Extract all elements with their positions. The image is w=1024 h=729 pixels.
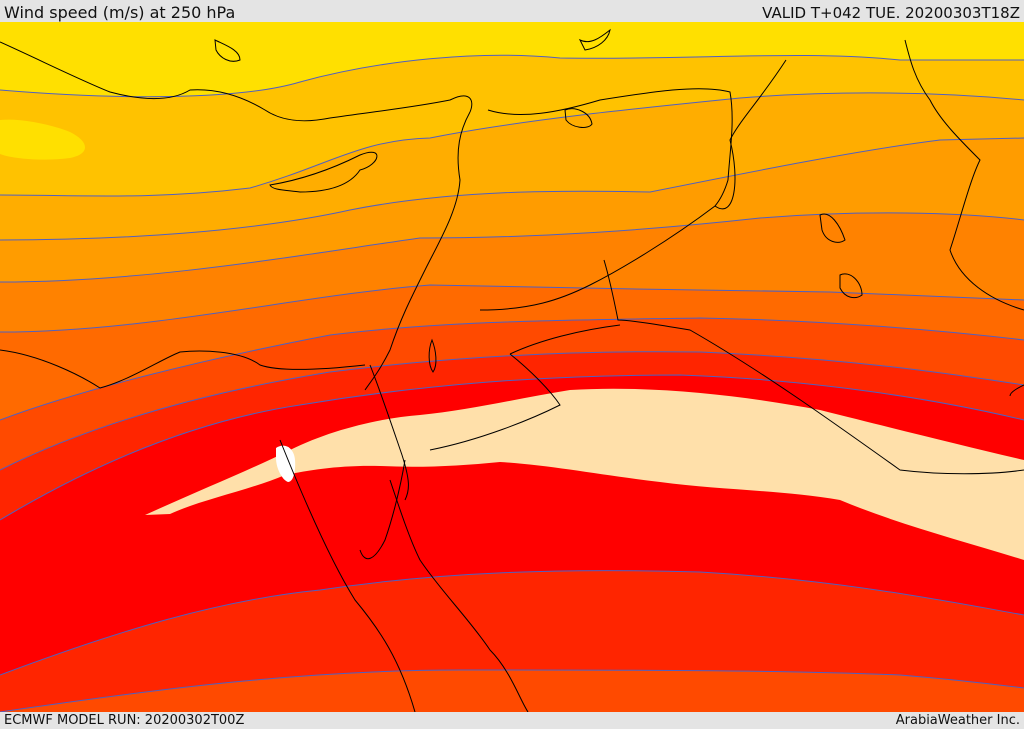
- yellow-spot-crete: [0, 119, 85, 160]
- dead-sea: [428, 338, 437, 373]
- jet-max-spot: [276, 445, 296, 482]
- lake: [819, 213, 846, 243]
- isotach-line: [0, 570, 1024, 676]
- lake: [839, 273, 863, 299]
- isotach-line: [0, 284, 1024, 333]
- jet-core: [145, 388, 1024, 560]
- cyprus: [269, 151, 378, 193]
- isotach-line: [0, 374, 1024, 521]
- wind-speed-bands: [0, 20, 1024, 712]
- provider-label: ArabiaWeather Inc.: [895, 713, 1020, 728]
- coastline-turkey: [0, 41, 473, 122]
- isotach-line: [0, 669, 1024, 712]
- island: [578, 28, 611, 51]
- gulf-of-aqaba: [359, 459, 406, 560]
- border-line: [369, 364, 409, 501]
- valid-time: VALID T+042 TUE. 20200303T18Z: [762, 4, 1020, 22]
- isotach-line: [0, 137, 1024, 241]
- coastline-levant: [364, 111, 471, 391]
- coastline-egypt: [0, 349, 366, 389]
- map-title: Wind speed (m/s) at 250 hPa: [4, 3, 236, 22]
- model-run-label: ECMWF MODEL RUN: 20200302T00Z: [4, 713, 245, 728]
- isotach-line: [0, 212, 1024, 283]
- coastlines-and-borders: [0, 28, 1024, 712]
- band-6-south: [0, 670, 1024, 712]
- coastline-east: [904, 39, 1024, 311]
- gulf-coast: [1009, 384, 1024, 397]
- isotach-line: [0, 92, 1024, 197]
- isotach-contours: [0, 54, 1024, 712]
- red-sea-coast: [389, 479, 529, 712]
- footer-bar: ECMWF MODEL RUN: 20200302T00Z ArabiaWeat…: [0, 712, 1024, 729]
- border-line: [603, 259, 1024, 475]
- border-line: [429, 324, 621, 451]
- header-bar: Wind speed (m/s) at 250 hPa VALID T+042 …: [0, 0, 1024, 22]
- isotach-line: [0, 351, 1024, 471]
- island: [214, 39, 241, 62]
- nile-delta: [279, 439, 416, 712]
- lake-van: [564, 108, 593, 128]
- border-line: [479, 88, 733, 311]
- isotach-line: [0, 317, 1024, 421]
- wind-speed-map: [0, 20, 1024, 712]
- border-line: [714, 59, 787, 210]
